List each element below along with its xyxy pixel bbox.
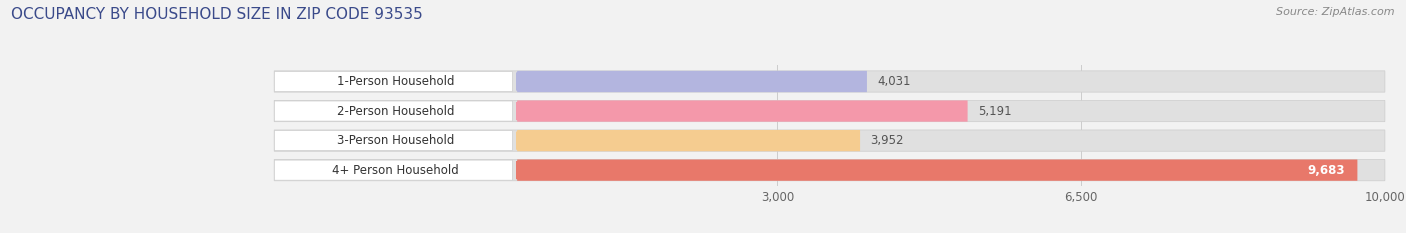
Text: 2-Person Household: 2-Person Household: [337, 105, 454, 117]
Text: 1-Person Household: 1-Person Household: [337, 75, 454, 88]
Text: 4,031: 4,031: [877, 75, 911, 88]
FancyBboxPatch shape: [517, 130, 860, 151]
FancyBboxPatch shape: [274, 160, 1385, 181]
Text: 3,952: 3,952: [870, 134, 904, 147]
Text: OCCUPANCY BY HOUSEHOLD SIZE IN ZIP CODE 93535: OCCUPANCY BY HOUSEHOLD SIZE IN ZIP CODE …: [11, 7, 423, 22]
Text: Source: ZipAtlas.com: Source: ZipAtlas.com: [1277, 7, 1395, 17]
Text: 5,191: 5,191: [979, 105, 1012, 117]
FancyBboxPatch shape: [274, 72, 512, 92]
FancyBboxPatch shape: [274, 71, 1385, 92]
FancyBboxPatch shape: [274, 101, 512, 121]
FancyBboxPatch shape: [517, 71, 868, 92]
FancyBboxPatch shape: [274, 100, 1385, 122]
Text: 4+ Person Household: 4+ Person Household: [332, 164, 458, 177]
FancyBboxPatch shape: [517, 100, 967, 122]
FancyBboxPatch shape: [274, 130, 512, 151]
Text: 9,683: 9,683: [1308, 164, 1344, 177]
Text: 3-Person Household: 3-Person Household: [337, 134, 454, 147]
FancyBboxPatch shape: [274, 160, 512, 180]
FancyBboxPatch shape: [517, 160, 1357, 181]
FancyBboxPatch shape: [274, 130, 1385, 151]
